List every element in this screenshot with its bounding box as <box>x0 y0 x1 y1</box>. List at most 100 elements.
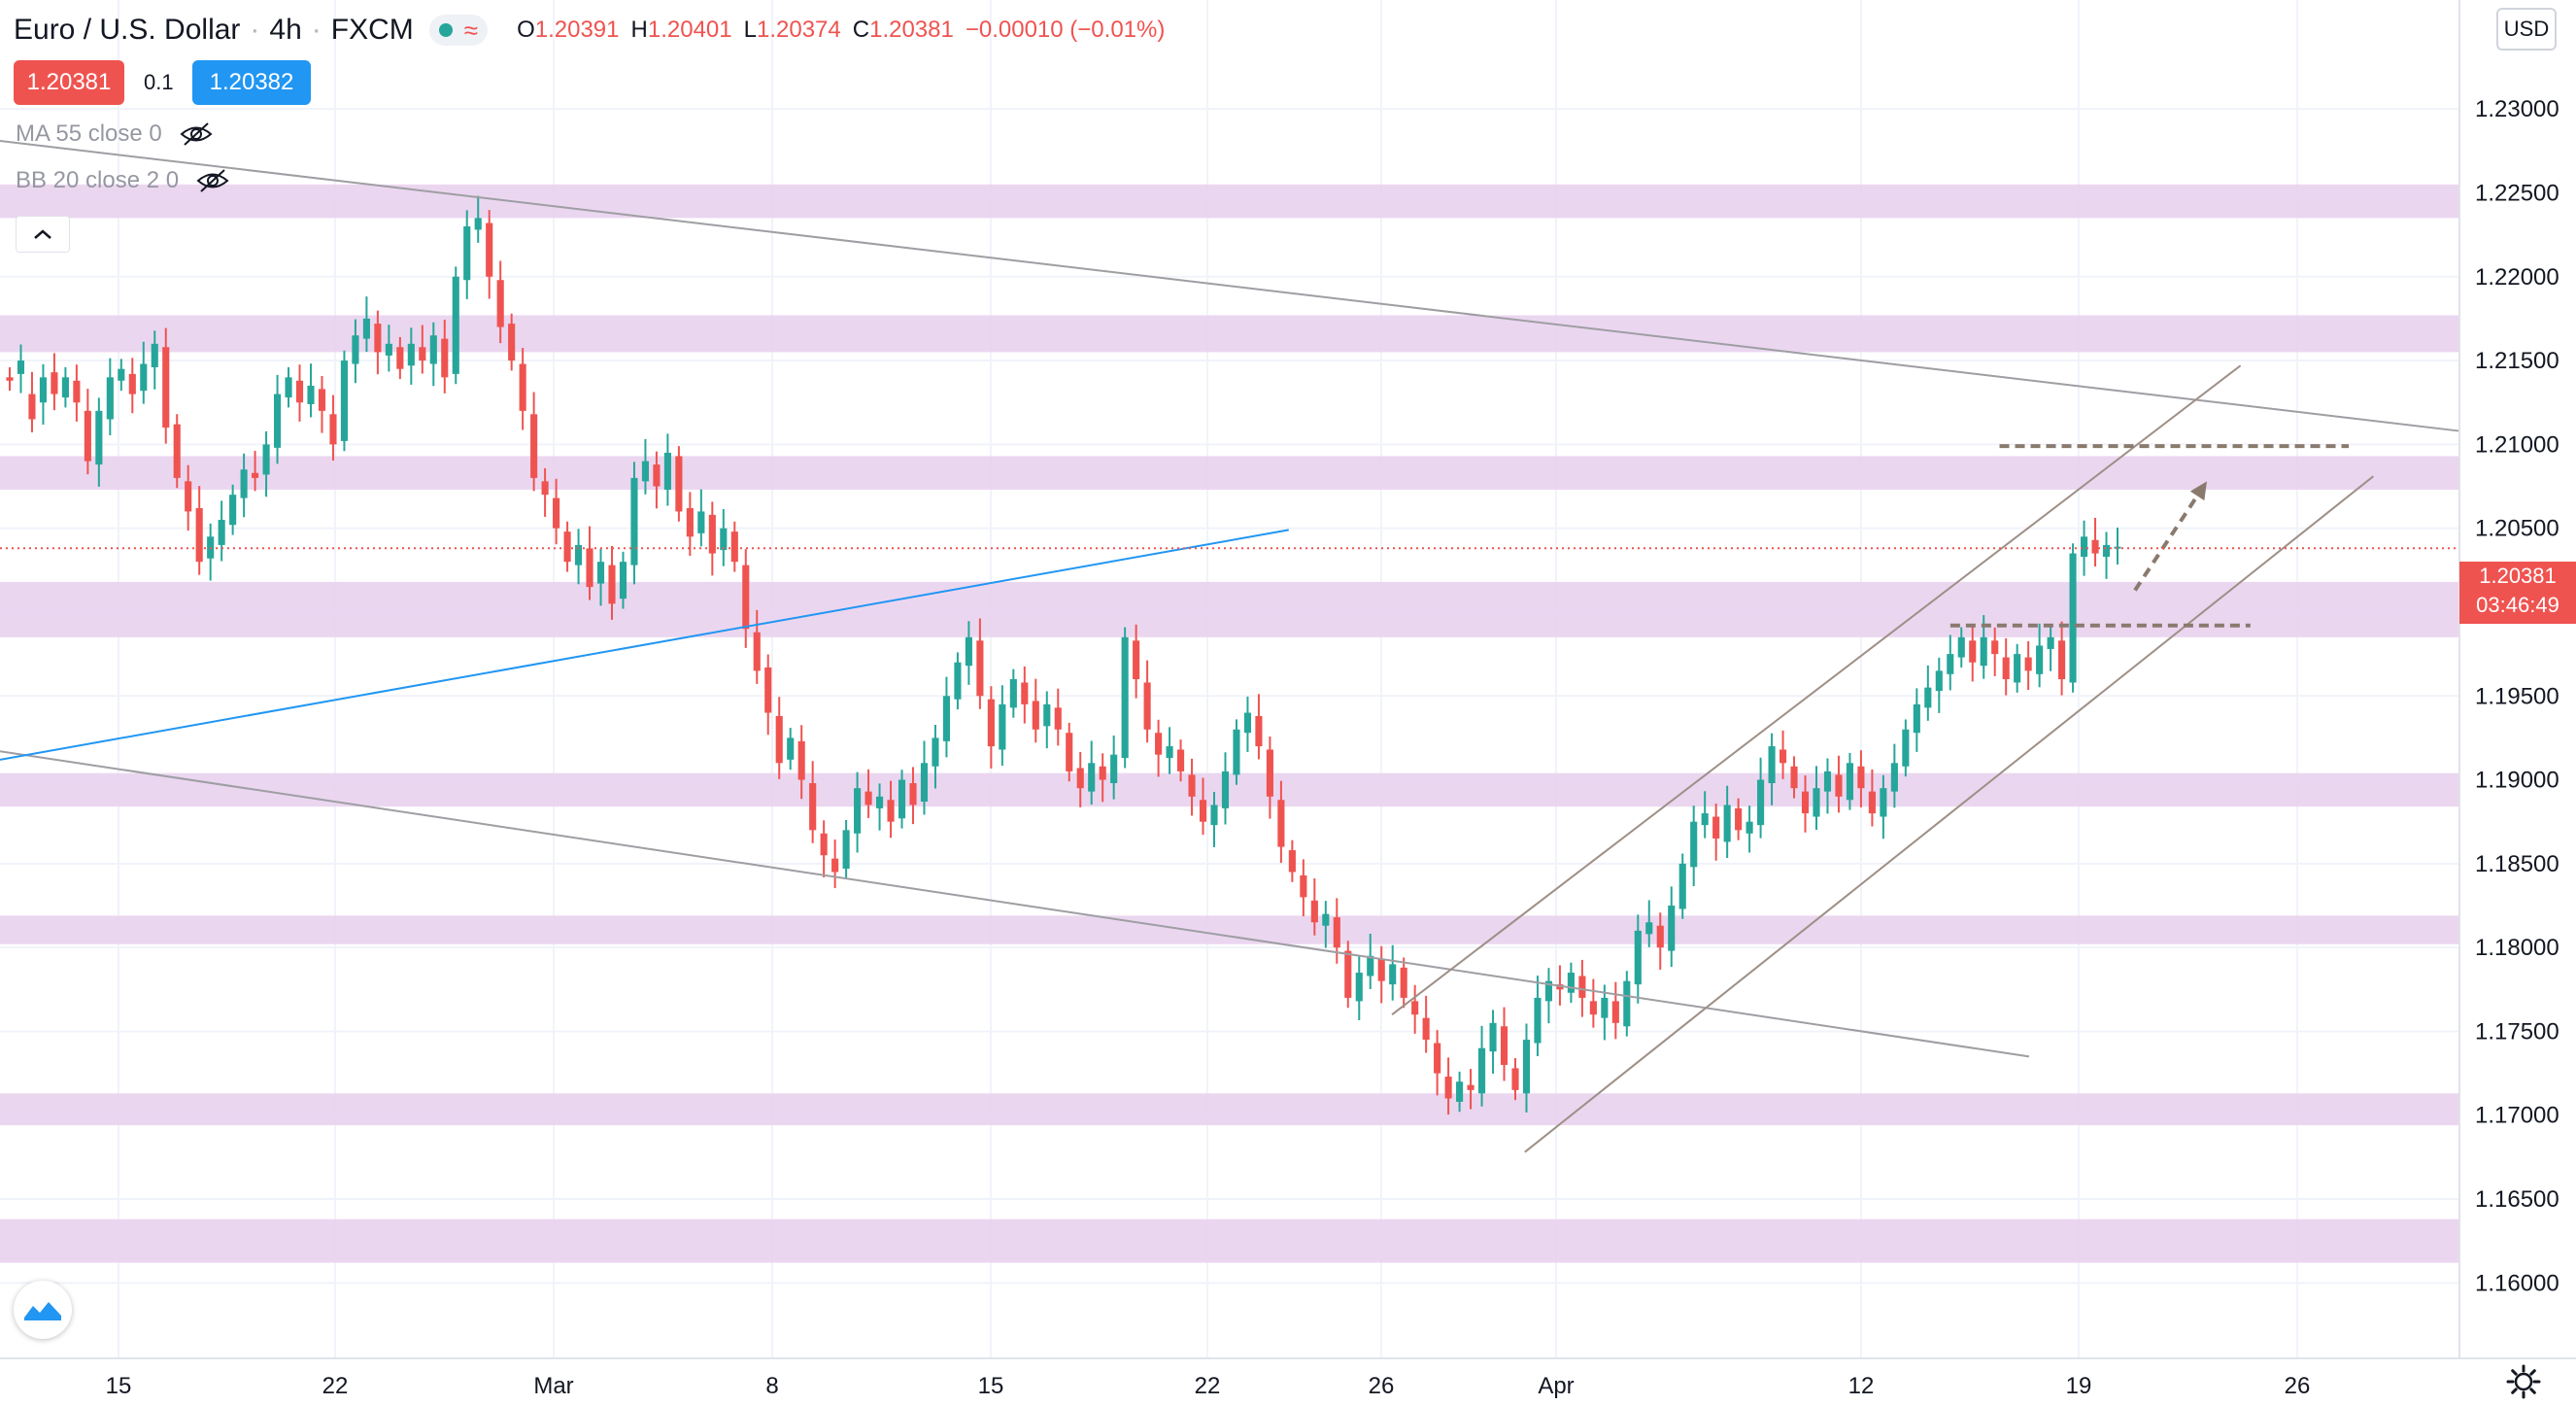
candle-body <box>1868 791 1876 814</box>
candle-body <box>285 377 292 398</box>
candle-body <box>1266 749 1273 797</box>
ohlc-key: H <box>630 17 648 43</box>
candle-body <box>1668 906 1676 951</box>
price-tick-label: 1.19000 <box>2475 768 2559 794</box>
candle-body <box>218 520 225 545</box>
candle-body <box>1277 800 1285 847</box>
candle-body <box>128 373 136 394</box>
candle-body <box>1522 1040 1531 1094</box>
candle-body <box>619 562 627 600</box>
ohlc-value: 1.20381 <box>869 17 954 43</box>
indicator-bb[interactable]: BB 20 close 2 0 <box>16 167 229 194</box>
candle-body <box>898 779 906 819</box>
price-axis[interactable]: 1.23000 1.22500 1.22000 1.21500 1.21000 1.205… <box>2475 96 2559 1296</box>
approx-icon: ≈ <box>463 15 479 45</box>
candle-body <box>396 347 404 369</box>
candle-body <box>39 377 48 403</box>
candle-body <box>1143 682 1151 730</box>
candle-body <box>73 380 81 403</box>
indicator-ma-label: MA 55 close 0 <box>16 120 162 147</box>
candle-body <box>519 363 526 411</box>
candle-body <box>999 703 1006 750</box>
spread-value: 0.1 <box>144 70 174 94</box>
candle-body <box>1110 754 1118 784</box>
candle-body <box>374 324 382 353</box>
candle-body <box>1623 980 1631 1027</box>
candle-body <box>1980 636 1987 667</box>
candle-body <box>173 424 181 478</box>
interval-label[interactable]: 4h <box>269 14 302 46</box>
price-tick-label: 1.21500 <box>2475 348 2559 374</box>
price-tick-label: 1.19500 <box>2475 683 2559 709</box>
bar-countdown: 03:46:49 <box>2476 593 2559 617</box>
sr-zone <box>0 456 2459 490</box>
time-tick-label: 26 <box>2285 1373 2311 1399</box>
candle-body <box>887 800 895 822</box>
candle-body <box>854 788 862 834</box>
candle-body <box>362 318 370 339</box>
candle-body <box>1121 636 1129 759</box>
candle-body <box>1489 1022 1497 1052</box>
candle-body <box>441 338 449 378</box>
price-tick-label: 1.16500 <box>2475 1186 2559 1213</box>
candle-body <box>1823 771 1832 792</box>
price-tick-label: 1.17000 <box>2475 1103 2559 1129</box>
candle-body <box>708 514 716 554</box>
candle-body <box>596 562 605 584</box>
candle-body <box>954 662 962 700</box>
candle-body <box>1947 654 1954 674</box>
candle-body <box>1233 729 1240 775</box>
hidden-eye-icon[interactable] <box>196 168 229 193</box>
candle-body <box>1723 805 1731 842</box>
projection-arrow-line <box>2133 480 2209 592</box>
candle-body <box>1589 1001 1597 1015</box>
candle-body <box>1389 964 1397 985</box>
candle-body <box>340 360 349 441</box>
sell-price-button[interactable]: 1.20381 <box>14 60 124 105</box>
market-status[interactable]: ≈ <box>428 15 489 46</box>
candle-body <box>641 461 650 482</box>
candle-body <box>262 444 270 475</box>
collapse-legend-button[interactable] <box>16 216 70 253</box>
candle-body <box>1511 1068 1519 1090</box>
ohlc-value: 1.20401 <box>647 17 732 43</box>
downtrend-upper-line <box>0 139 2460 432</box>
candle-body <box>2036 645 2044 674</box>
ohlc-key: C <box>852 17 870 43</box>
price-tick-label: 1.17500 <box>2475 1018 2559 1045</box>
candle-body <box>697 511 705 533</box>
candle-body <box>28 394 36 420</box>
ohlc-value: −0.00010 (−0.01%) <box>965 17 1166 43</box>
zones <box>0 184 2459 1263</box>
candle-body <box>1032 701 1039 730</box>
candle-body <box>1957 636 1965 658</box>
channel-upper-line <box>1391 364 2242 1015</box>
buy-price-button[interactable]: 1.20382 <box>192 60 311 105</box>
settings-gear-icon[interactable] <box>2504 1362 2543 1401</box>
candle-body <box>842 830 850 870</box>
candle-body <box>151 343 158 367</box>
price-tick-label: 1.20500 <box>2475 516 2559 542</box>
candle-body <box>352 335 359 364</box>
tradingview-logo[interactable] <box>14 1281 72 1339</box>
symbol-title[interactable]: Euro / U.S. Dollar <box>14 14 241 46</box>
candle-body <box>1735 807 1743 831</box>
hidden-eye-icon[interactable] <box>180 121 213 147</box>
candle-body <box>1099 766 1106 780</box>
candle-body <box>1021 682 1029 704</box>
candle-body <box>1411 1001 1419 1015</box>
candle-body <box>118 368 125 381</box>
candle-body <box>563 531 571 563</box>
price-tick-label: 1.22500 <box>2475 180 2559 206</box>
candle-body <box>1355 973 1363 1002</box>
candle-body <box>407 343 415 366</box>
indicator-ma[interactable]: MA 55 close 0 <box>16 120 213 148</box>
time-axis[interactable]: 15 22 Mar 8 15 22 26 Apr 12 19 26 <box>106 1373 2311 1399</box>
candle-body <box>1243 712 1252 734</box>
candle-body <box>608 565 616 604</box>
candle-body <box>909 783 917 805</box>
candle-body <box>1969 640 1977 663</box>
candle-body <box>1255 715 1263 747</box>
currency-button[interactable]: USD <box>2496 8 2557 51</box>
